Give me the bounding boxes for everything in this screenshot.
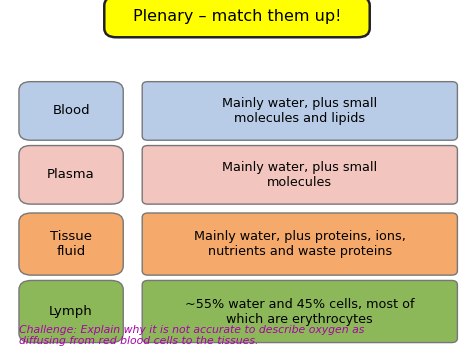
FancyBboxPatch shape: [142, 82, 457, 140]
FancyBboxPatch shape: [142, 280, 457, 343]
Text: Plenary – match them up!: Plenary – match them up!: [133, 9, 341, 24]
FancyBboxPatch shape: [19, 82, 123, 140]
FancyBboxPatch shape: [19, 280, 123, 343]
Text: Tissue
fluid: Tissue fluid: [50, 230, 92, 258]
Text: Plasma: Plasma: [47, 168, 95, 181]
FancyBboxPatch shape: [142, 213, 457, 275]
Text: Mainly water, plus small
molecules and lipids: Mainly water, plus small molecules and l…: [222, 97, 377, 125]
FancyBboxPatch shape: [19, 213, 123, 275]
Text: Mainly water, plus proteins, ions,
nutrients and waste proteins: Mainly water, plus proteins, ions, nutri…: [194, 230, 406, 258]
FancyBboxPatch shape: [104, 0, 370, 37]
Text: Lymph: Lymph: [49, 305, 93, 318]
Text: Challenge: Explain why it is not accurate to describe oxygen as
diffusing from r: Challenge: Explain why it is not accurat…: [19, 325, 365, 346]
Text: Mainly water, plus small
molecules: Mainly water, plus small molecules: [222, 161, 377, 189]
Text: ~55% water and 45% cells, most of
which are erythrocytes: ~55% water and 45% cells, most of which …: [185, 297, 415, 326]
Text: Blood: Blood: [52, 104, 90, 118]
FancyBboxPatch shape: [142, 146, 457, 204]
FancyBboxPatch shape: [19, 146, 123, 204]
